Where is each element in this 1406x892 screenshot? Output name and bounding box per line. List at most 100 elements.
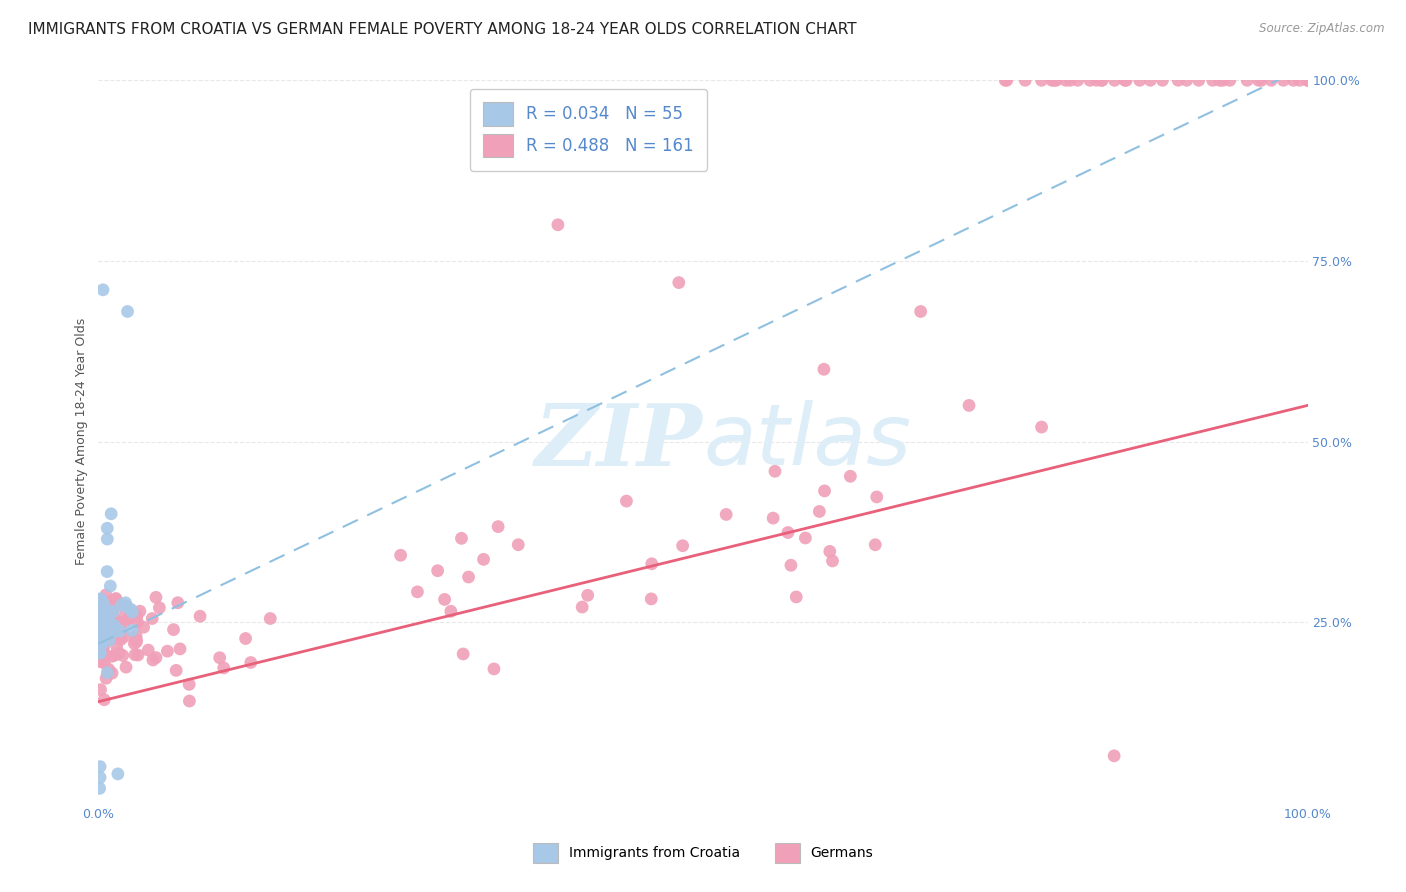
- Point: [93, 624, 115, 638]
- Point: [457, 570, 479, 584]
- Point: [188, 609, 211, 624]
- Point: [91, 607, 114, 622]
- Point: [714, 508, 737, 522]
- Point: [104, 592, 127, 607]
- Point: [1078, 73, 1101, 87]
- Point: [125, 608, 148, 623]
- Point: [103, 600, 125, 615]
- Point: [94, 624, 117, 639]
- Point: [780, 558, 803, 573]
- Point: [1288, 73, 1310, 87]
- Point: [101, 596, 124, 610]
- Point: [1043, 73, 1066, 87]
- Point: [104, 648, 127, 663]
- Point: [94, 606, 117, 620]
- Point: [547, 218, 569, 232]
- Point: [821, 554, 844, 568]
- Point: [101, 617, 124, 632]
- Point: [1066, 73, 1088, 87]
- Point: [89, 615, 111, 630]
- Point: [672, 539, 695, 553]
- Point: [90, 609, 112, 624]
- Point: [866, 490, 889, 504]
- Point: [94, 626, 117, 640]
- Point: [103, 604, 125, 618]
- Point: [1054, 73, 1077, 87]
- Point: [89, 614, 111, 628]
- Point: [89, 635, 111, 649]
- Point: [440, 604, 463, 618]
- Point: [98, 633, 121, 648]
- Point: [93, 601, 115, 615]
- Point: [127, 615, 149, 630]
- Point: [616, 494, 638, 508]
- Point: [117, 304, 139, 318]
- Point: [124, 648, 146, 662]
- Point: [1212, 73, 1234, 87]
- Point: [122, 607, 145, 621]
- Point: [101, 625, 124, 640]
- Point: [132, 620, 155, 634]
- Point: [112, 630, 135, 644]
- Point: [89, 620, 111, 634]
- Point: [1045, 73, 1067, 87]
- Point: [91, 283, 114, 297]
- Point: [808, 504, 831, 518]
- Text: atlas: atlas: [703, 400, 911, 483]
- Point: [111, 598, 134, 612]
- Point: [114, 615, 136, 629]
- Point: [136, 643, 159, 657]
- Point: [90, 628, 112, 642]
- Point: [104, 591, 127, 606]
- Point: [110, 615, 132, 630]
- Point: [389, 548, 412, 562]
- Point: [1167, 73, 1189, 87]
- Point: [100, 507, 122, 521]
- Point: [141, 611, 163, 625]
- Point: [107, 767, 129, 781]
- Legend: Immigrants from Croatia, Germans: Immigrants from Croatia, Germans: [527, 838, 879, 868]
- Point: [89, 607, 111, 622]
- Point: [97, 604, 120, 618]
- Point: [93, 657, 115, 671]
- Point: [89, 594, 111, 608]
- Point: [1272, 73, 1295, 87]
- Point: [1102, 748, 1125, 763]
- Point: [839, 469, 862, 483]
- Point: [97, 613, 120, 627]
- Point: [208, 650, 231, 665]
- Point: [90, 638, 112, 652]
- Point: [89, 604, 111, 618]
- Point: [239, 656, 262, 670]
- Point: [89, 608, 111, 623]
- Point: [148, 600, 170, 615]
- Point: [145, 650, 167, 665]
- Point: [162, 623, 184, 637]
- Y-axis label: Female Poverty Among 18-24 Year Olds: Female Poverty Among 18-24 Year Olds: [75, 318, 89, 566]
- Point: [93, 598, 115, 612]
- Point: [98, 616, 121, 631]
- Point: [115, 599, 138, 613]
- Text: Source: ZipAtlas.com: Source: ZipAtlas.com: [1260, 22, 1385, 36]
- Point: [115, 660, 138, 674]
- Point: [89, 646, 111, 660]
- Point: [115, 599, 138, 614]
- Point: [794, 531, 817, 545]
- Point: [1114, 73, 1136, 87]
- Point: [101, 649, 124, 664]
- Point: [668, 276, 690, 290]
- Point: [762, 511, 785, 525]
- Point: [104, 611, 127, 625]
- Point: [1129, 73, 1152, 87]
- Point: [89, 612, 111, 626]
- Point: [108, 646, 131, 660]
- Point: [1085, 73, 1108, 87]
- Point: [94, 648, 117, 663]
- Point: [101, 619, 124, 633]
- Point: [1040, 73, 1063, 87]
- Point: [472, 552, 495, 566]
- Point: [121, 624, 143, 638]
- Point: [1115, 73, 1137, 87]
- Point: [89, 644, 111, 658]
- Point: [98, 610, 121, 624]
